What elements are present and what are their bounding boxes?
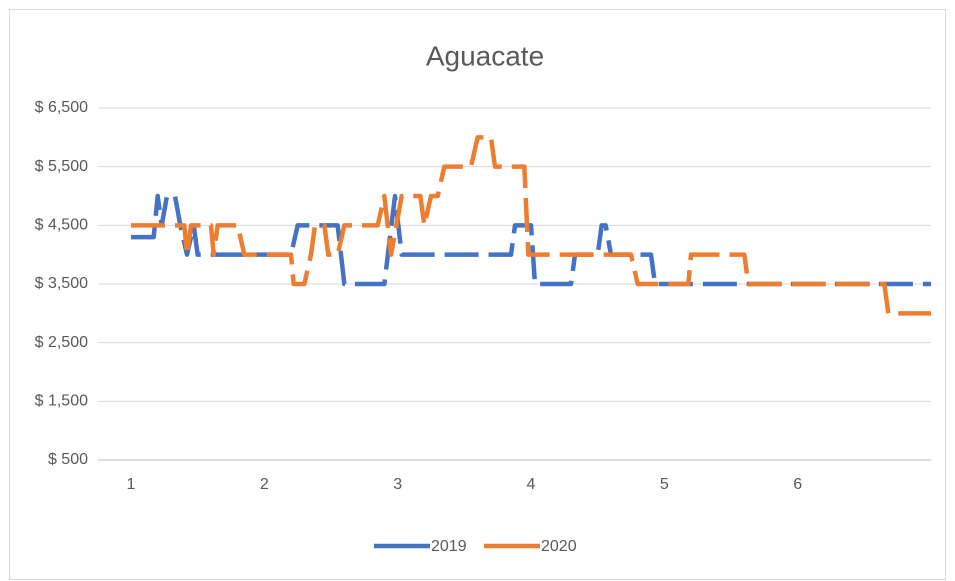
line-series: [131, 135, 931, 316]
y-tick-label: $ 3,500: [35, 275, 88, 292]
y-tick-label: $ 1,500: [35, 393, 88, 410]
x-tick-label: 3: [393, 476, 402, 493]
chart-title: Aguacate: [426, 40, 544, 71]
y-tick-label: $ 2,500: [35, 334, 88, 351]
x-tick-label: 5: [660, 476, 669, 493]
y-tick-label: $ 500: [48, 451, 88, 468]
x-tick-label: 1: [127, 476, 136, 493]
legend-label: 2019: [431, 538, 467, 555]
y-tick-label: $ 5,500: [35, 158, 88, 175]
y-tick-label: $ 6,500: [35, 99, 88, 116]
x-tick-label: 4: [527, 476, 536, 493]
legend-label: 2020: [541, 538, 577, 555]
x-tick-label: 6: [793, 476, 802, 493]
chart-border: [9, 9, 946, 580]
x-tick-label: 2: [260, 476, 269, 493]
y-tick-label: $ 4,500: [35, 217, 88, 234]
